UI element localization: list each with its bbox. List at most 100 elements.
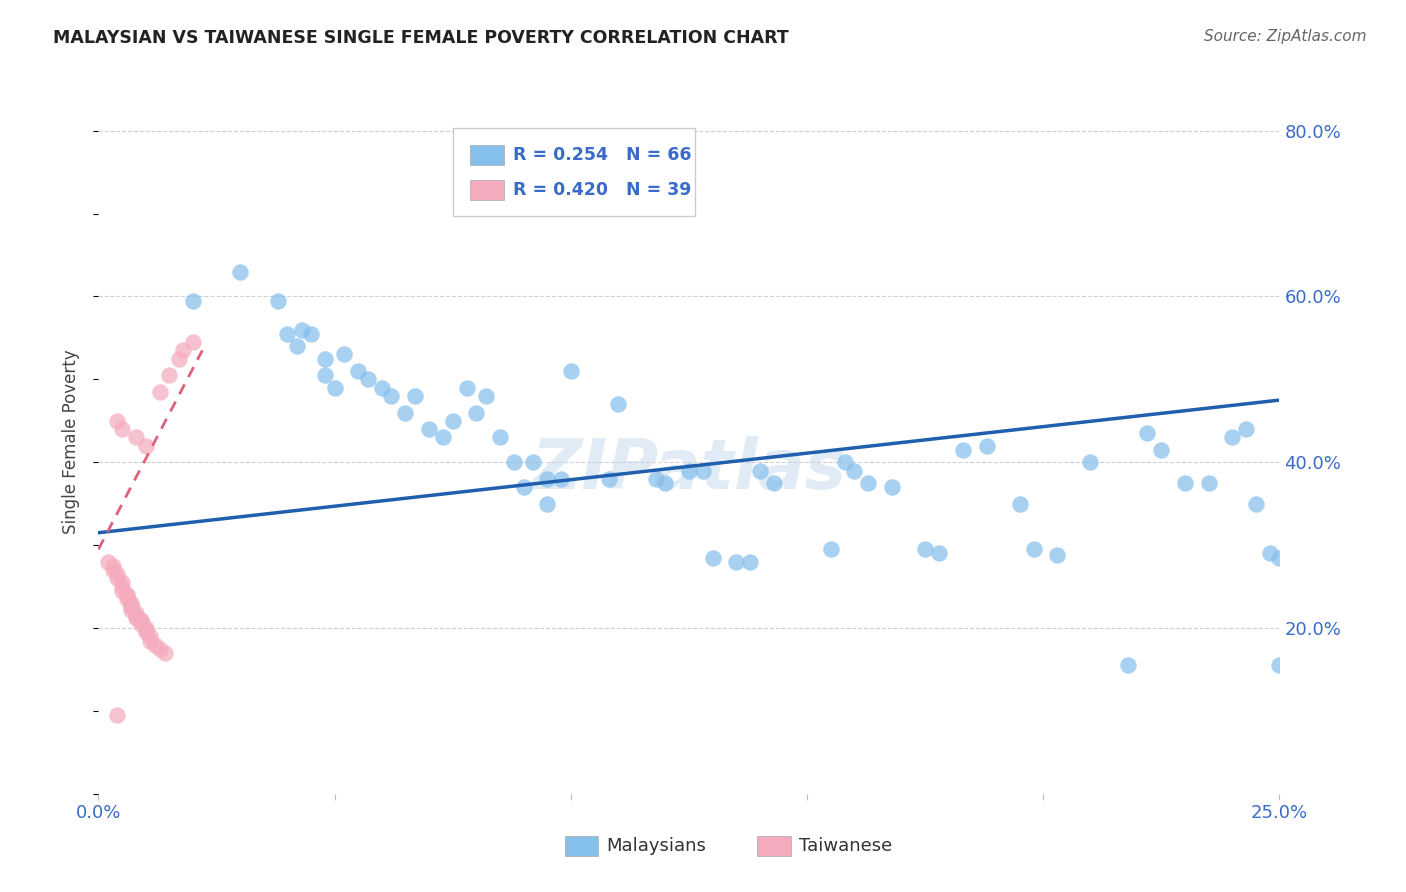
Point [111, 580, 134, 594]
Point [748, 464, 770, 478]
Point [914, 542, 936, 557]
Point [125, 606, 148, 620]
Point [153, 646, 176, 660]
FancyBboxPatch shape [471, 180, 503, 200]
Point [121, 598, 143, 612]
Point [285, 339, 308, 353]
Point [105, 571, 128, 585]
Point [149, 384, 172, 399]
Point [276, 326, 298, 341]
Point [115, 592, 138, 607]
Point [725, 555, 748, 569]
Text: R = 0.420   N = 39: R = 0.420 N = 39 [513, 181, 692, 199]
Text: R = 0.254   N = 66: R = 0.254 N = 66 [513, 145, 692, 164]
Point [97, 555, 120, 569]
Point [1198, 475, 1220, 490]
Point [135, 439, 157, 453]
Point [654, 475, 676, 490]
Point [536, 472, 558, 486]
Point [394, 405, 416, 419]
Point [347, 364, 370, 378]
Point [129, 615, 152, 629]
Point [475, 389, 498, 403]
Point [1268, 550, 1291, 565]
Point [418, 422, 440, 436]
Point [121, 600, 143, 615]
Point [598, 472, 620, 486]
Point [404, 389, 426, 403]
Point [952, 442, 974, 457]
Point [105, 567, 128, 582]
Point [834, 455, 856, 469]
Point [740, 555, 762, 569]
FancyBboxPatch shape [453, 128, 695, 216]
FancyBboxPatch shape [565, 836, 598, 856]
Point [928, 546, 950, 560]
Point [536, 497, 558, 511]
Point [167, 351, 190, 366]
Point [976, 439, 998, 453]
Point [560, 364, 582, 378]
Point [1080, 455, 1102, 469]
Point [135, 621, 157, 635]
Point [105, 414, 128, 428]
Point [1022, 542, 1045, 557]
Text: MALAYSIAN VS TAIWANESE SINGLE FEMALE POVERTY CORRELATION CHART: MALAYSIAN VS TAIWANESE SINGLE FEMALE POV… [53, 29, 789, 46]
Point [441, 414, 464, 428]
Point [357, 372, 380, 386]
Point [157, 368, 180, 383]
Point [139, 633, 162, 648]
Point [101, 563, 124, 577]
Point [172, 343, 194, 358]
Point [111, 583, 134, 598]
Point [465, 405, 488, 419]
Point [115, 588, 138, 602]
Point [512, 480, 534, 494]
Point [135, 623, 157, 637]
Point [267, 293, 290, 308]
Point [129, 616, 152, 631]
Point [149, 641, 172, 656]
Point [844, 464, 866, 478]
Point [1244, 497, 1267, 511]
Point [1046, 548, 1069, 562]
Point [181, 334, 204, 349]
Point [432, 430, 454, 444]
Point [299, 326, 322, 341]
Point [1220, 430, 1243, 444]
Point [1136, 426, 1159, 441]
Point [1234, 422, 1257, 436]
Point [692, 464, 714, 478]
Point [678, 464, 700, 478]
Point [129, 613, 152, 627]
Point [702, 550, 724, 565]
Point [1116, 658, 1139, 673]
Point [1258, 546, 1281, 560]
Point [456, 381, 478, 395]
Point [380, 389, 402, 403]
Point [290, 323, 312, 337]
Point [550, 472, 572, 486]
Point [135, 625, 157, 640]
Point [125, 430, 148, 444]
Point [522, 455, 544, 469]
Point [125, 608, 148, 623]
FancyBboxPatch shape [758, 836, 790, 856]
Point [489, 430, 512, 444]
Point [121, 603, 143, 617]
Point [115, 588, 138, 602]
Text: Malaysians: Malaysians [606, 837, 706, 855]
Text: Taiwanese: Taiwanese [799, 837, 891, 855]
Point [121, 596, 143, 610]
Point [314, 351, 336, 366]
Point [139, 629, 162, 643]
Text: Source: ZipAtlas.com: Source: ZipAtlas.com [1204, 29, 1367, 44]
Point [1150, 442, 1173, 457]
Text: ZIPatlas: ZIPatlas [531, 436, 846, 503]
Point [880, 480, 903, 494]
Point [607, 397, 630, 411]
Point [229, 264, 252, 278]
Y-axis label: Single Female Poverty: Single Female Poverty [62, 350, 80, 533]
Point [762, 475, 785, 490]
Point [1008, 497, 1031, 511]
